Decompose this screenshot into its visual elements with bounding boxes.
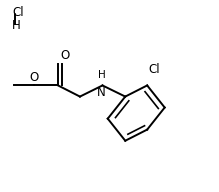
Text: H: H	[12, 19, 21, 32]
Text: Cl: Cl	[12, 6, 24, 19]
Text: O: O	[60, 49, 69, 62]
Text: N: N	[97, 86, 106, 99]
Text: O: O	[29, 71, 39, 84]
Text: H: H	[97, 70, 105, 80]
Text: Cl: Cl	[148, 63, 160, 76]
